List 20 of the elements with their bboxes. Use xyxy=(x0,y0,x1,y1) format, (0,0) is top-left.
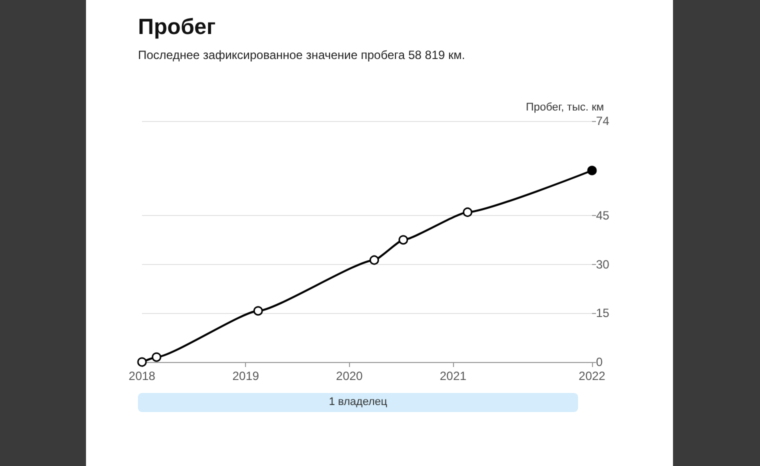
y-axis-title: Пробег, тыс. км xyxy=(526,102,604,114)
point xyxy=(152,352,162,362)
y-tick-label: 15 xyxy=(596,306,610,320)
y-tick-label: 0 xyxy=(596,355,603,369)
point xyxy=(398,235,408,245)
x-tick-label: 2021 xyxy=(440,369,467,383)
point xyxy=(370,255,380,265)
x-tick-label: 2020 xyxy=(336,369,364,383)
x-tick-label: 2019 xyxy=(232,369,260,383)
point xyxy=(253,306,263,316)
y-tick-label: 30 xyxy=(596,257,610,272)
chart-subtitle: Последнее зафиксированное значение пробега 58 819 км. xyxy=(138,48,466,62)
x-tick-label: 2022 xyxy=(578,369,606,383)
y-tick-label: 45 xyxy=(596,208,610,222)
point xyxy=(462,207,472,217)
point xyxy=(587,166,597,176)
ownership-strip: 1 владелец xyxy=(138,393,578,412)
chart-title: Пробег xyxy=(138,14,216,40)
y-tick-label: 74 xyxy=(596,114,610,128)
x-tick-label: 2018 xyxy=(128,369,156,383)
